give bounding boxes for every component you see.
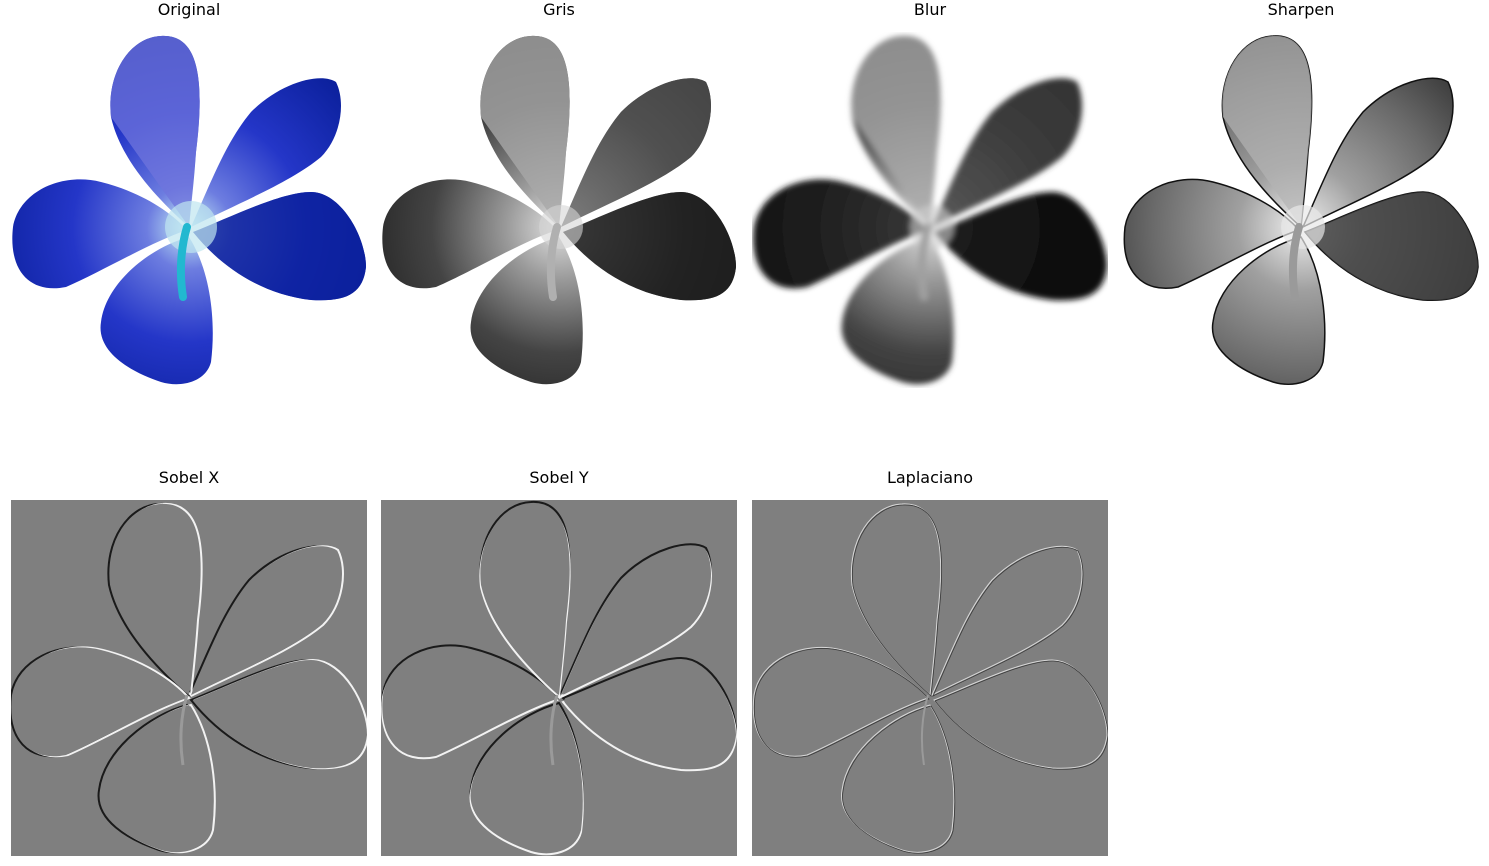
panel-blur: Blur	[752, 0, 1108, 388]
panel-title-sobel-x: Sobel X	[158, 468, 220, 487]
panel-title-original: Original	[157, 0, 221, 19]
panel-title-gris: Gris	[543, 0, 575, 19]
flower-sobel-y-image	[381, 500, 737, 856]
flower-grayscale-image	[382, 35, 736, 385]
panel-sharpen: Sharpen	[1123, 0, 1479, 388]
flower-sobel-x-image	[11, 500, 367, 856]
flower-blur-image	[753, 35, 1107, 385]
flower-sharpen-image	[1123, 35, 1479, 385]
panel-title-sharpen: Sharpen	[1267, 0, 1335, 19]
panel-gris: Gris	[381, 0, 737, 388]
panel-title-laplaciano: Laplaciano	[886, 468, 974, 487]
flower-laplacian-image	[752, 500, 1108, 856]
panel-sobel-x: Sobel X	[11, 468, 367, 856]
panel-laplaciano: Laplaciano	[752, 468, 1108, 856]
panel-sobel-y: Sobel Y	[381, 468, 737, 856]
flower-original-image	[12, 35, 366, 385]
panel-title-blur: Blur	[913, 0, 947, 19]
panel-title-sobel-y: Sobel Y	[529, 468, 589, 487]
panel-original: Original	[11, 0, 367, 388]
